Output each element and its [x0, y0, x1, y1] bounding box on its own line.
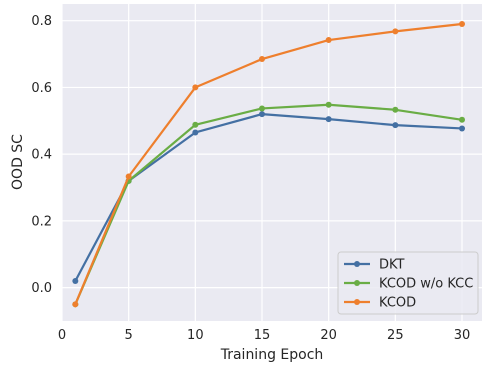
data-point	[325, 116, 332, 123]
data-point	[192, 121, 199, 128]
x-tick-label: 5	[125, 328, 133, 343]
data-point	[392, 106, 399, 113]
legend-swatch-marker	[354, 261, 360, 267]
legend-label: KCOD w/o KCC	[379, 277, 473, 292]
data-point	[259, 105, 265, 112]
data-point	[325, 37, 332, 44]
legend-box	[337, 251, 479, 315]
data-point	[192, 129, 199, 136]
x-tick-label: 10	[187, 328, 204, 343]
data-point	[392, 122, 399, 129]
data-point	[459, 125, 465, 132]
y-tick-label: 0.0	[31, 281, 52, 296]
x-axis-label: Training Epoch	[220, 347, 324, 363]
x-tick-label: 0	[58, 328, 66, 343]
y-tick-label: 0.8	[31, 14, 52, 29]
series-group	[72, 21, 465, 308]
legend: DKT KCOD w/o KCC KCOD	[337, 251, 479, 315]
y-tick-label: 0.2	[31, 214, 52, 229]
x-tick-labels: 0 5 10 15 20 25 30	[58, 328, 470, 343]
data-point	[72, 301, 79, 308]
legend-swatch-marker	[354, 280, 360, 286]
legend-swatch-marker	[354, 299, 360, 305]
grid	[61, 4, 482, 321]
y-tick-label: 0.6	[31, 81, 52, 96]
data-point	[459, 116, 465, 123]
y-axis-label: OOD SC	[10, 134, 26, 190]
x-tick-label: 15	[254, 328, 271, 343]
legend-label: DKT	[379, 258, 405, 273]
data-point	[72, 277, 79, 284]
y-tick-labels: 0.0 0.2 0.4 0.6 0.8	[31, 14, 52, 296]
y-tick-label: 0.4	[31, 148, 52, 163]
x-tick-label: 20	[320, 328, 337, 343]
data-point	[259, 56, 265, 63]
x-tick-label: 30	[454, 328, 471, 343]
data-point	[192, 84, 199, 91]
data-point	[392, 28, 399, 35]
data-point	[325, 101, 332, 108]
legend-label: KCOD	[379, 296, 416, 311]
data-point	[459, 21, 465, 28]
data-point	[125, 173, 132, 180]
data-point	[259, 111, 265, 118]
x-tick-label: 25	[387, 328, 404, 343]
